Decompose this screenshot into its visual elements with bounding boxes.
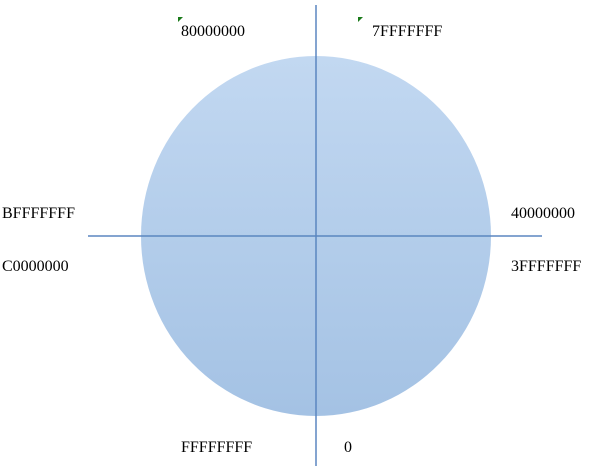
- label-left-upper: BFFFFFFF: [2, 205, 75, 222]
- label-bottom-right: 0: [344, 439, 352, 456]
- comment-marker-icon: [358, 17, 363, 22]
- label-top-right: 7FFFFFFF: [372, 23, 443, 40]
- label-right-lower: 3FFFFFFF: [511, 258, 582, 275]
- comment-marker-icon: [178, 17, 183, 22]
- label-top-left: 80000000: [181, 23, 245, 40]
- label-left-lower: C0000000: [2, 258, 69, 275]
- label-bottom-left: FFFFFFFF: [181, 439, 253, 456]
- label-right-upper: 40000000: [511, 205, 575, 222]
